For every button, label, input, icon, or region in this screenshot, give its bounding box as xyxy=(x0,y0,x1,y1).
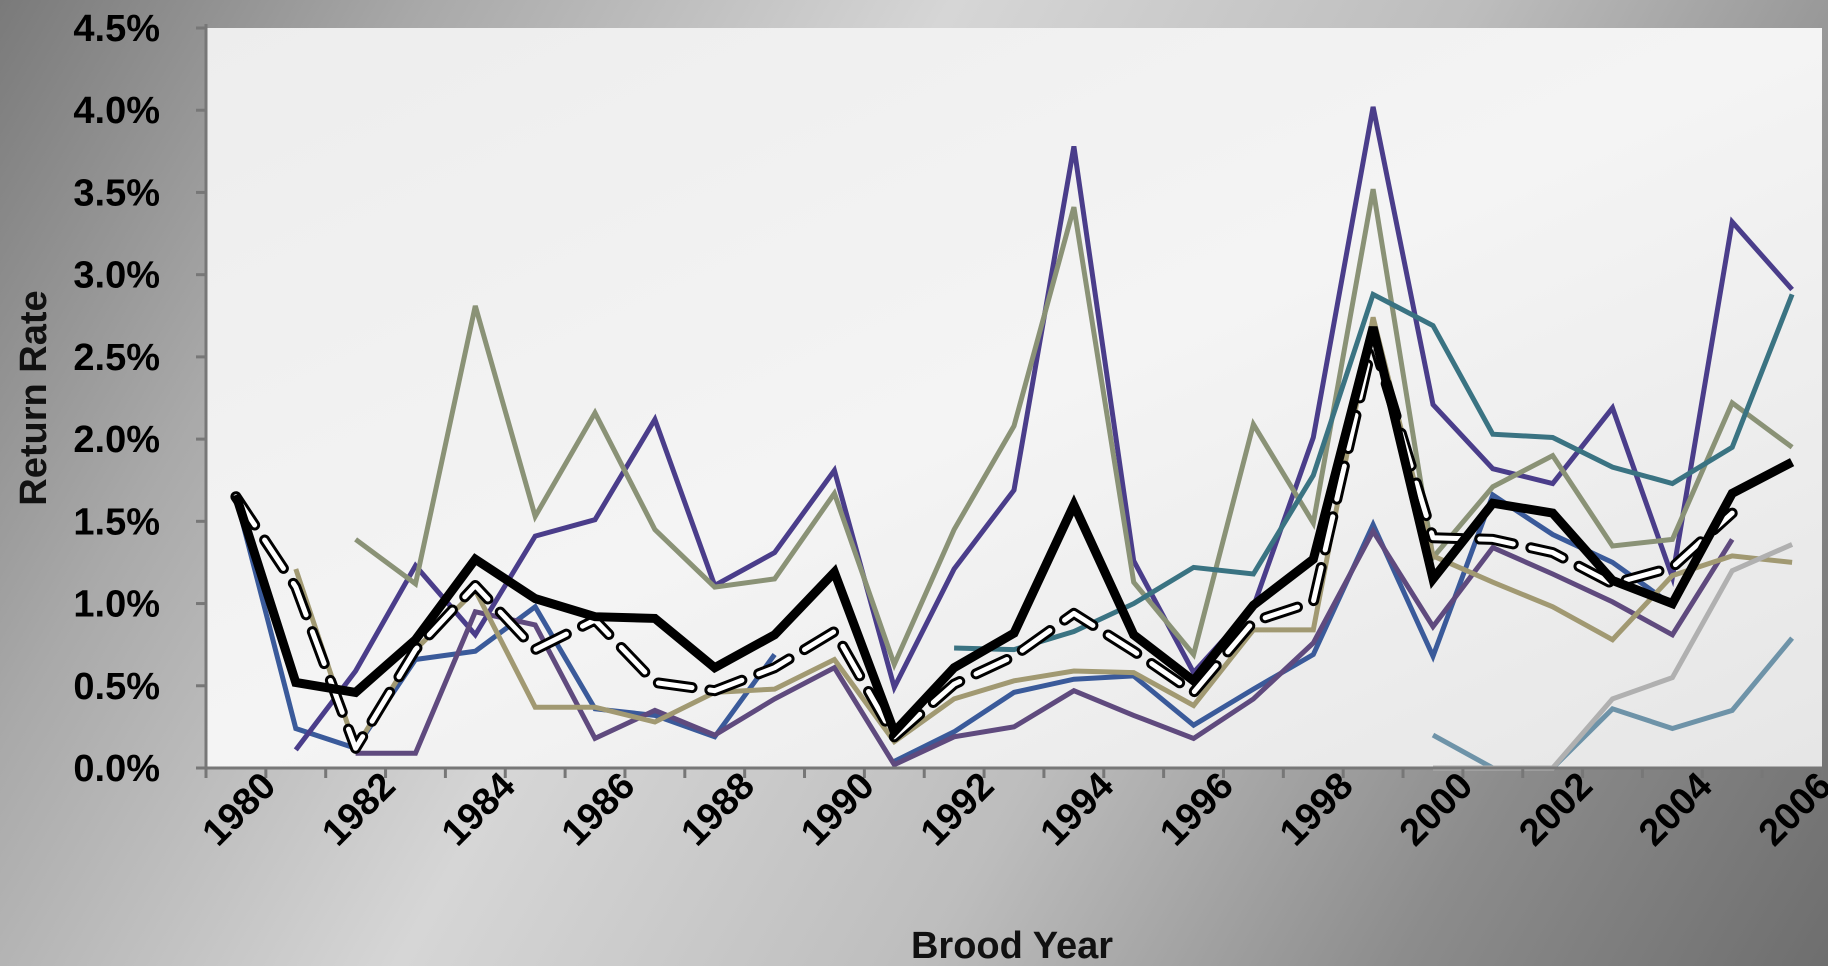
x-tick-label: 1984 xyxy=(434,765,523,854)
series-path xyxy=(233,496,777,752)
x-tick-label: 2000 xyxy=(1392,765,1481,854)
y-tick-label: 1.0% xyxy=(73,584,160,626)
series-line-3 xyxy=(355,526,1735,768)
x-tick-label: 1992 xyxy=(913,765,1002,854)
y-tick-label: 1.5% xyxy=(73,501,160,543)
x-tick-label: 2006 xyxy=(1751,765,1828,854)
series-path xyxy=(233,337,1735,751)
x-tick-label: 1988 xyxy=(674,765,763,854)
plot-area xyxy=(206,28,1822,768)
x-tick-label: 1986 xyxy=(554,765,643,854)
x-tick-label: 1980 xyxy=(195,765,284,854)
x-tick-label: 1990 xyxy=(793,765,882,854)
y-tick-label: 3.5% xyxy=(73,172,160,214)
x-tick-label: 1994 xyxy=(1033,765,1122,854)
y-tick-label: 0.5% xyxy=(73,666,160,708)
series-line-10 xyxy=(231,326,1795,741)
y-tick-label: 2.0% xyxy=(73,419,160,461)
y-tick-label: 3.0% xyxy=(73,255,160,297)
series-line-5 xyxy=(293,316,1793,755)
x-tick-label: 1982 xyxy=(314,765,403,854)
y-tick-label: 2.5% xyxy=(73,337,160,379)
y-tick-label: 4.5% xyxy=(73,8,160,50)
series-path xyxy=(231,326,1795,741)
series-path xyxy=(354,188,1794,672)
x-tick-label: 1998 xyxy=(1272,765,1361,854)
series-line-4 xyxy=(354,188,1794,672)
x-tick-label: 1996 xyxy=(1152,765,1241,854)
series-path xyxy=(355,526,1735,768)
series-line-9 xyxy=(230,334,1738,754)
x-tick-label: 2002 xyxy=(1511,765,1600,854)
y-tick-label: 0.0% xyxy=(73,748,160,790)
x-axis-title: Brood Year xyxy=(911,925,1113,966)
series-path xyxy=(293,316,1793,755)
y-tick-label: 4.0% xyxy=(73,90,160,132)
axes-layer xyxy=(196,24,1824,778)
x-tick-label: 2004 xyxy=(1631,765,1720,854)
y-axis-title: Return Rate xyxy=(13,290,55,505)
